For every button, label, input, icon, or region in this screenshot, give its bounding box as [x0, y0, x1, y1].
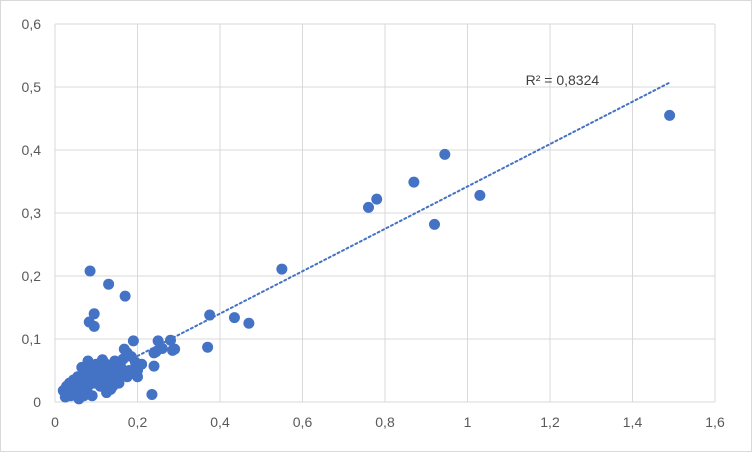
data-point	[202, 341, 214, 353]
data-point	[371, 193, 383, 205]
data-point	[429, 218, 440, 230]
data-point	[243, 317, 255, 329]
data-point	[88, 308, 100, 320]
x-tick-label: 1,2	[540, 414, 560, 430]
data-point	[276, 263, 288, 275]
data-point	[57, 385, 69, 397]
data-point	[76, 361, 88, 373]
trendline	[136, 81, 671, 358]
data-point	[84, 265, 96, 277]
trendline-layer: R² = 0,8324	[136, 72, 671, 358]
data-point	[408, 176, 420, 188]
data-point	[132, 365, 143, 376]
y-tick-label: 0,4	[22, 142, 42, 158]
y-tick-label: 0,3	[22, 205, 42, 221]
x-tick-label: 1	[464, 414, 472, 430]
x-tick-label: 1,4	[623, 414, 643, 430]
data-point	[146, 388, 158, 400]
x-tick-label: 0,8	[375, 414, 395, 430]
data-point	[204, 309, 216, 321]
points-layer	[57, 109, 676, 405]
data-point	[119, 290, 131, 302]
data-point	[103, 278, 115, 290]
data-point	[148, 360, 160, 372]
data-point	[439, 148, 451, 160]
data-point	[74, 387, 86, 399]
y-tick-label: 0,5	[22, 79, 42, 95]
data-point	[111, 374, 123, 386]
tick-labels-layer: 0 0,2 0,4 0,6 0,8 1 1,2 1,4 1,6 0 0,1 0,2 0,3 0,4 0,5 0…	[22, 16, 725, 430]
data-point	[167, 344, 179, 356]
data-point	[121, 371, 133, 383]
data-point	[148, 347, 160, 359]
grid-layer	[54, 23, 716, 403]
x-tick-label: 0,6	[293, 414, 313, 430]
data-point	[78, 377, 90, 389]
x-tick-label: 1,6	[705, 414, 725, 430]
data-point	[228, 312, 240, 324]
x-tick-label: 0,4	[210, 414, 230, 430]
data-point	[165, 334, 176, 346]
data-point	[363, 201, 374, 213]
data-point	[86, 390, 98, 402]
y-tick-label: 0	[33, 394, 41, 410]
data-point	[127, 335, 139, 347]
y-tick-label: 0,1	[22, 331, 42, 347]
data-point	[92, 359, 104, 371]
data-point	[474, 189, 486, 201]
data-point	[83, 316, 95, 328]
data-point	[664, 109, 676, 121]
y-tick-label: 0,6	[22, 16, 42, 32]
data-point	[118, 343, 130, 355]
data-point	[96, 371, 108, 383]
y-tick-label: 0,2	[22, 268, 42, 284]
data-point	[152, 335, 164, 347]
data-point	[86, 368, 98, 380]
x-tick-label: 0	[51, 414, 59, 430]
x-tick-label: 0,2	[128, 414, 148, 430]
r-squared-label: R² = 0,8324	[526, 72, 600, 88]
